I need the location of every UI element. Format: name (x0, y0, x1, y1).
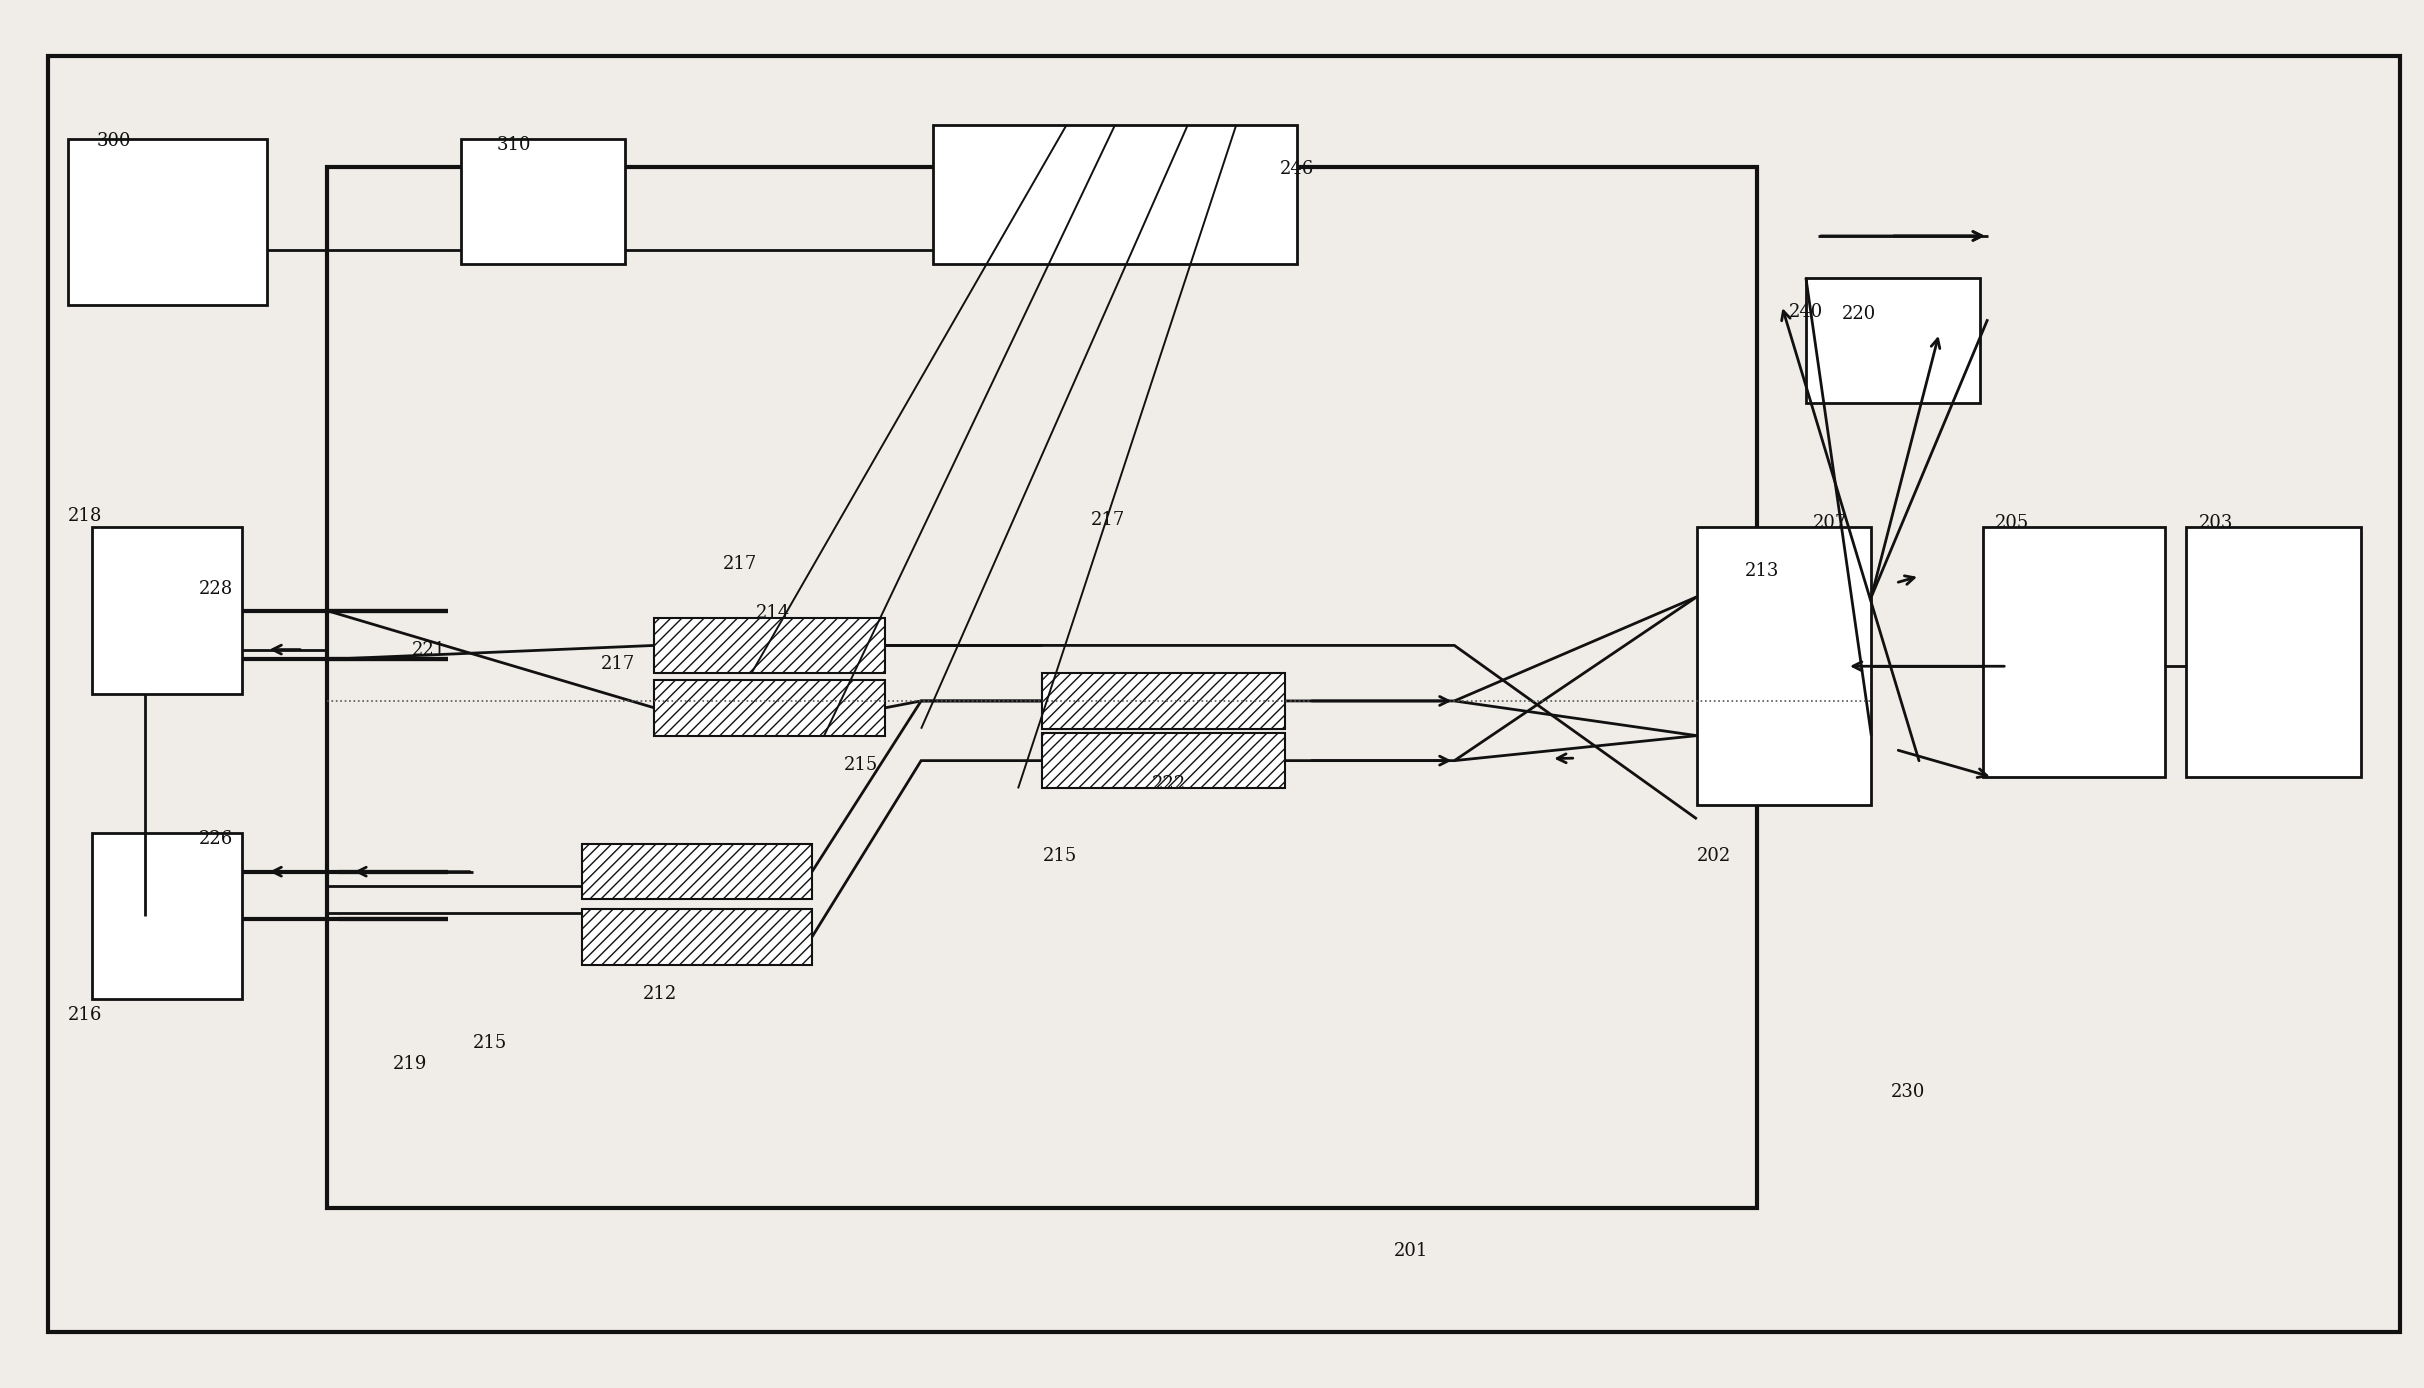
Text: 202: 202 (1697, 847, 1731, 865)
Text: 213: 213 (1745, 562, 1779, 580)
Bar (327, 167, 1757, 1208)
Text: 310: 310 (497, 136, 531, 154)
Text: 215: 215 (1042, 847, 1076, 865)
Text: 214: 214 (756, 604, 790, 622)
Bar (2186, 527, 2361, 777)
Text: 218: 218 (68, 507, 102, 525)
Bar (582, 909, 812, 965)
Text: 201: 201 (1394, 1242, 1428, 1260)
Bar (582, 844, 812, 899)
Text: 222: 222 (1151, 775, 1185, 793)
Text: 219: 219 (393, 1055, 427, 1073)
Bar (92, 833, 242, 999)
Text: 205: 205 (1995, 514, 2029, 532)
Text: 217: 217 (1091, 511, 1125, 529)
Text: 212: 212 (642, 985, 676, 1004)
Bar (654, 618, 885, 673)
Text: 220: 220 (1842, 305, 1876, 323)
Bar (654, 680, 885, 736)
Text: 215: 215 (473, 1034, 507, 1052)
Bar (92, 527, 242, 694)
Text: 221: 221 (412, 641, 446, 659)
Text: 226: 226 (199, 830, 233, 848)
Bar (1042, 673, 1285, 729)
Text: 217: 217 (601, 655, 635, 673)
Text: 246: 246 (1280, 160, 1314, 178)
Text: 300: 300 (97, 132, 131, 150)
Bar (461, 139, 625, 264)
Text: 217: 217 (722, 555, 756, 573)
Text: 203: 203 (2199, 514, 2233, 532)
Text: 230: 230 (1891, 1083, 1925, 1101)
Text: 215: 215 (844, 756, 877, 775)
Bar (68, 139, 267, 305)
Bar (1983, 527, 2165, 777)
Text: 240: 240 (1789, 303, 1823, 321)
Bar (933, 125, 1297, 264)
Text: 207: 207 (1813, 514, 1847, 532)
Text: 228: 228 (199, 580, 233, 598)
Text: 216: 216 (68, 1006, 102, 1024)
Bar (1806, 278, 1980, 403)
Bar (1697, 527, 1871, 805)
Bar (1042, 733, 1285, 788)
